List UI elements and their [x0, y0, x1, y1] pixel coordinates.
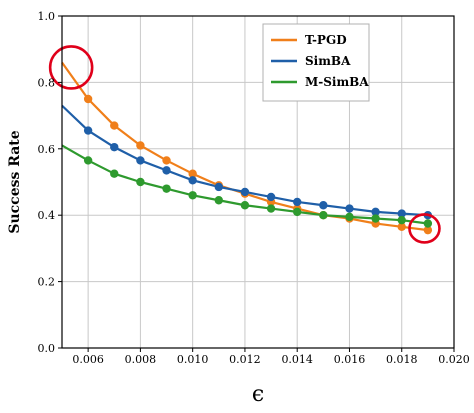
x-tick-label: 0.008: [125, 353, 157, 366]
t-pgd-point: [423, 225, 433, 235]
m-simba-point: [293, 207, 302, 217]
y-tick-label: 0.6: [38, 143, 56, 156]
x-tick-label: 0.006: [72, 353, 104, 366]
annotations: [48, 45, 441, 244]
y-tick-label: 1.0: [38, 10, 56, 23]
x-tick-label: 0.018: [386, 353, 418, 366]
simba-point: [266, 192, 276, 202]
y-tick-label: 0.4: [38, 209, 56, 222]
y-tick-label: 0.0: [38, 342, 56, 355]
m-simba-point: [83, 156, 93, 165]
m-simba-point: [188, 191, 197, 200]
simba-point: [162, 166, 171, 175]
t-pgd-point: [136, 141, 145, 150]
x-tick-label: 0.012: [229, 353, 261, 366]
simba-point: [214, 182, 223, 192]
simba-point: [188, 176, 197, 185]
legend-label-simba: SimBA: [305, 54, 351, 68]
t-pgd-point: [397, 222, 406, 232]
m-simba-point: [423, 219, 433, 228]
plot-frame: [61, 15, 455, 349]
x-tick-label: 0.020: [438, 353, 470, 366]
t-pgd-point: [83, 94, 93, 104]
m-simba-point: [214, 196, 223, 205]
legend-label-m-simba: M-SimBA: [305, 75, 369, 89]
x-tick-label: 0.016: [334, 353, 366, 366]
t-pgd-point: [188, 169, 197, 178]
legend: T-PGD SimBA M-SimBA: [262, 23, 370, 102]
y-tick-label: 0.8: [38, 76, 56, 89]
m-simba-point: [266, 204, 276, 213]
m-simba-point: [397, 215, 406, 225]
simba-point: [371, 207, 380, 217]
x-axis-label: ϵ: [252, 382, 264, 407]
m-simba-point: [345, 212, 354, 222]
highlight-circle: [48, 45, 94, 90]
m-simba-point: [162, 184, 171, 193]
axis-ticks: 0.006 0.008 0.010 0.012 0.014 0.016 0.018 0.020…: [38, 10, 470, 366]
m-simba-point: [110, 169, 119, 178]
simba-point: [110, 142, 119, 152]
series-points: [83, 94, 433, 235]
m-simba-point: [240, 201, 250, 210]
simba-point: [136, 156, 145, 165]
y-tick-label: 0.2: [38, 276, 56, 289]
legend-box: [262, 23, 370, 102]
t-pgd-point: [110, 121, 119, 130]
t-pgd-point: [162, 156, 171, 165]
m-simba-point: [371, 214, 380, 223]
simba-point: [293, 197, 302, 207]
simba-point: [319, 201, 328, 210]
x-tick-label: 0.010: [177, 353, 209, 366]
simba-point: [240, 187, 250, 197]
highlight-circle: [408, 213, 441, 244]
simba-point: [397, 209, 406, 218]
m-simba-point: [136, 177, 145, 187]
legend-label-t-pgd: T-PGD: [305, 33, 347, 47]
m-simba-point: [319, 211, 328, 220]
y-axis-label: Success Rate: [7, 130, 23, 233]
x-tick-label: 0.014: [281, 353, 313, 366]
simba-point: [83, 126, 93, 135]
simba-point: [345, 204, 354, 213]
